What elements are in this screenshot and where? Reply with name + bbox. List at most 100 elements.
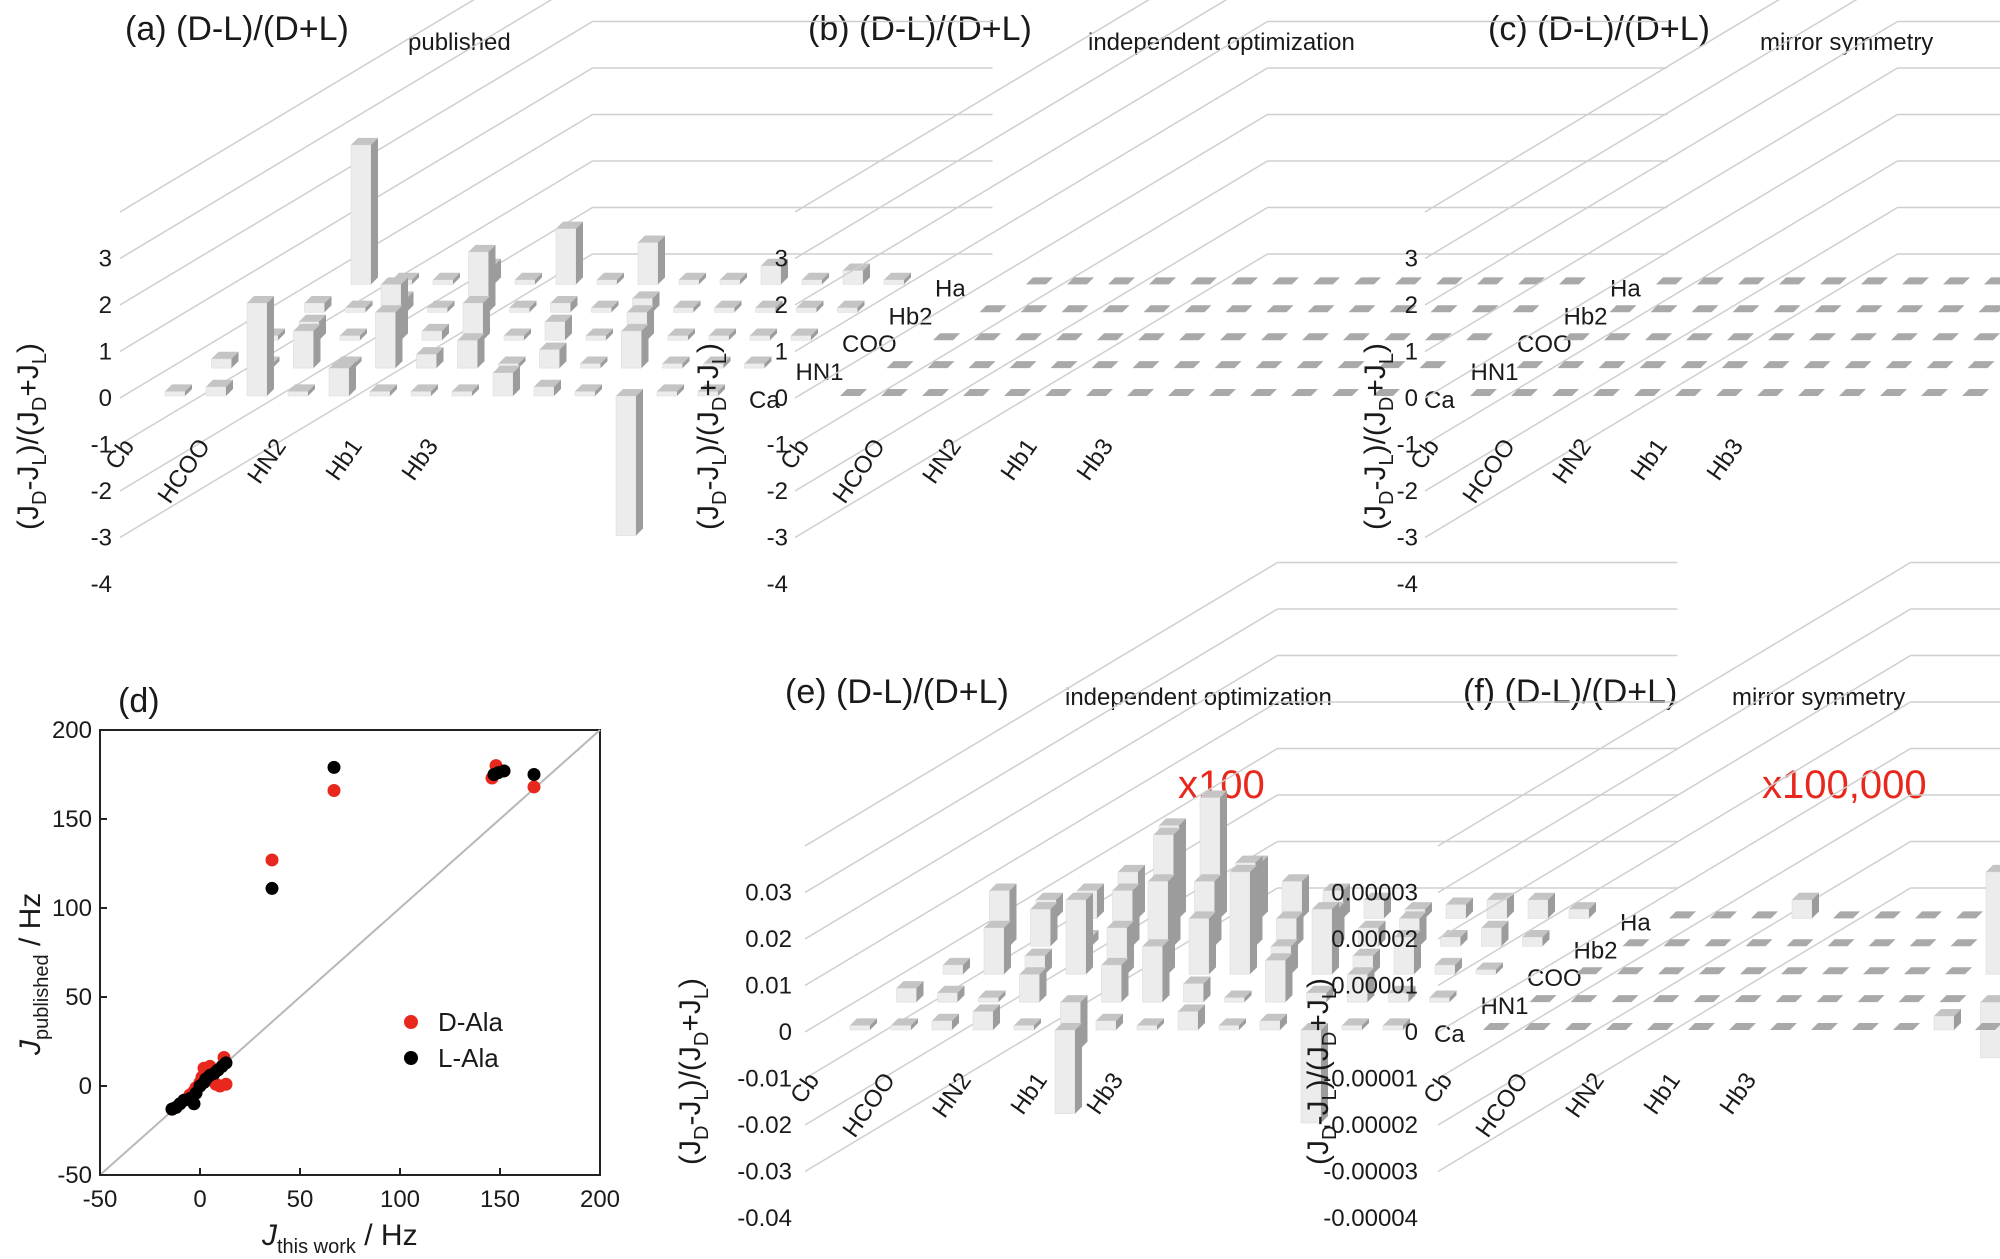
bar-top — [1118, 864, 1145, 872]
y-tick-label: -50 — [57, 1162, 92, 1189]
bar-front — [755, 307, 776, 313]
bar — [580, 356, 608, 369]
bar-side — [324, 296, 332, 313]
bar-top — [1524, 1023, 1551, 1030]
bar-front — [410, 391, 432, 397]
bar-side — [395, 305, 403, 369]
bar-top — [937, 985, 965, 993]
y-axis-label-part: )/(J — [12, 411, 45, 454]
bar-front — [1522, 936, 1543, 947]
y-tick-label: 0 — [775, 385, 788, 412]
bar — [840, 389, 867, 396]
bar-front — [656, 391, 678, 397]
bar-top — [1814, 305, 1842, 313]
bar — [427, 300, 455, 313]
bar — [1261, 333, 1288, 341]
bar-top — [1313, 277, 1340, 285]
panel-f-multiplier: x100,000 — [1762, 763, 1927, 807]
bar — [1229, 864, 1257, 975]
y-tick-label: -0.02 — [737, 1112, 792, 1139]
bar — [1108, 277, 1135, 285]
y-tick-label: -3 — [1397, 525, 1418, 552]
y-axis-label-part: -J — [12, 466, 45, 491]
bar-top — [750, 328, 777, 336]
bar-front — [369, 391, 391, 397]
bar-top — [1020, 305, 1048, 313]
x-tick-label: 100 — [380, 1186, 420, 1213]
bar — [1950, 939, 1978, 947]
bar-side — [1091, 930, 1099, 947]
bar — [979, 305, 1007, 313]
bar-top — [1050, 361, 1078, 369]
bar-front — [1218, 1025, 1240, 1031]
bar — [410, 384, 438, 397]
bar-side — [857, 300, 865, 313]
bar-side — [1373, 948, 1380, 975]
bar — [1466, 333, 1493, 341]
bar-top — [1934, 1009, 1961, 1017]
y-tick-label: 0 — [1405, 385, 1418, 412]
y-axis-label-part: )/(J — [1302, 1046, 1335, 1089]
bar-side — [1034, 1018, 1041, 1030]
bar — [1850, 333, 1877, 341]
bar — [574, 384, 602, 397]
bar-side — [472, 384, 479, 396]
bar — [1265, 953, 1293, 1003]
bar — [1734, 995, 1762, 1003]
panel-f: (f) (D-L)/(D+L) mirror symmetry x100,000 — [1463, 673, 1927, 807]
y-axis-label-part: L — [1376, 454, 1398, 465]
bar — [1471, 305, 1499, 313]
bar-top — [1276, 911, 1304, 919]
bar-side — [952, 1013, 959, 1030]
bar-side — [570, 296, 578, 313]
bar — [1296, 361, 1324, 369]
scatter-plot-frame — [99, 729, 601, 1176]
scatter-point — [265, 881, 279, 895]
bar-front — [972, 1011, 994, 1031]
bar-side — [764, 356, 772, 369]
bar-top — [457, 333, 485, 341]
bar-top — [1435, 957, 1462, 965]
bar-front — [345, 307, 366, 313]
bar-top — [1395, 277, 1422, 285]
bar-front — [842, 270, 864, 285]
bar — [1943, 277, 1970, 285]
bar — [533, 379, 561, 397]
bar — [1389, 305, 1417, 313]
bar-side — [436, 347, 444, 369]
bar — [749, 328, 777, 341]
bar-top — [1757, 389, 1784, 396]
bar-top — [1697, 277, 1724, 285]
bar-side — [1419, 911, 1427, 947]
y-axis-label-part: (J — [12, 505, 45, 530]
y-tick-label: -0.03 — [737, 1159, 792, 1186]
bar-top — [556, 221, 583, 229]
bar — [1563, 333, 1590, 341]
bar-top — [1353, 948, 1380, 956]
bar-top — [1214, 361, 1242, 369]
bar-side — [911, 1018, 918, 1030]
bar-top — [933, 333, 960, 341]
bar — [1516, 361, 1544, 369]
bar-top — [1874, 911, 1901, 919]
bar — [1173, 361, 1201, 369]
bar-top — [1067, 277, 1094, 285]
bar — [1425, 333, 1452, 341]
dynamic-3d-charts: 3210-1-2-3-4(JD-JL)/(JD+JL)CaHN1COOHb2Ha… — [12, 0, 2000, 1232]
bar — [931, 1013, 959, 1031]
gridline-diagonal — [1437, 654, 1911, 940]
bar-top — [1112, 883, 1140, 891]
bar-top — [1477, 277, 1504, 285]
bars — [1470, 277, 2000, 396]
y-tick-label: -1 — [767, 432, 788, 459]
bar3d-chart-b: 3210-1-2-3-4(JD-JL)/(JD+JL)CaHN1COOHb2Ha… — [692, 0, 1668, 598]
panel-c: (c) (D-L)/(D+L) mirror symmetry — [1488, 10, 1933, 56]
bar-top — [1885, 361, 1913, 369]
bar-top — [1230, 864, 1257, 872]
bar-top — [1898, 995, 1926, 1003]
bar-side — [1239, 1018, 1246, 1030]
bar-side — [734, 300, 742, 313]
bar-top — [498, 356, 526, 364]
bar-side — [1255, 855, 1263, 947]
bar-top — [591, 300, 619, 308]
